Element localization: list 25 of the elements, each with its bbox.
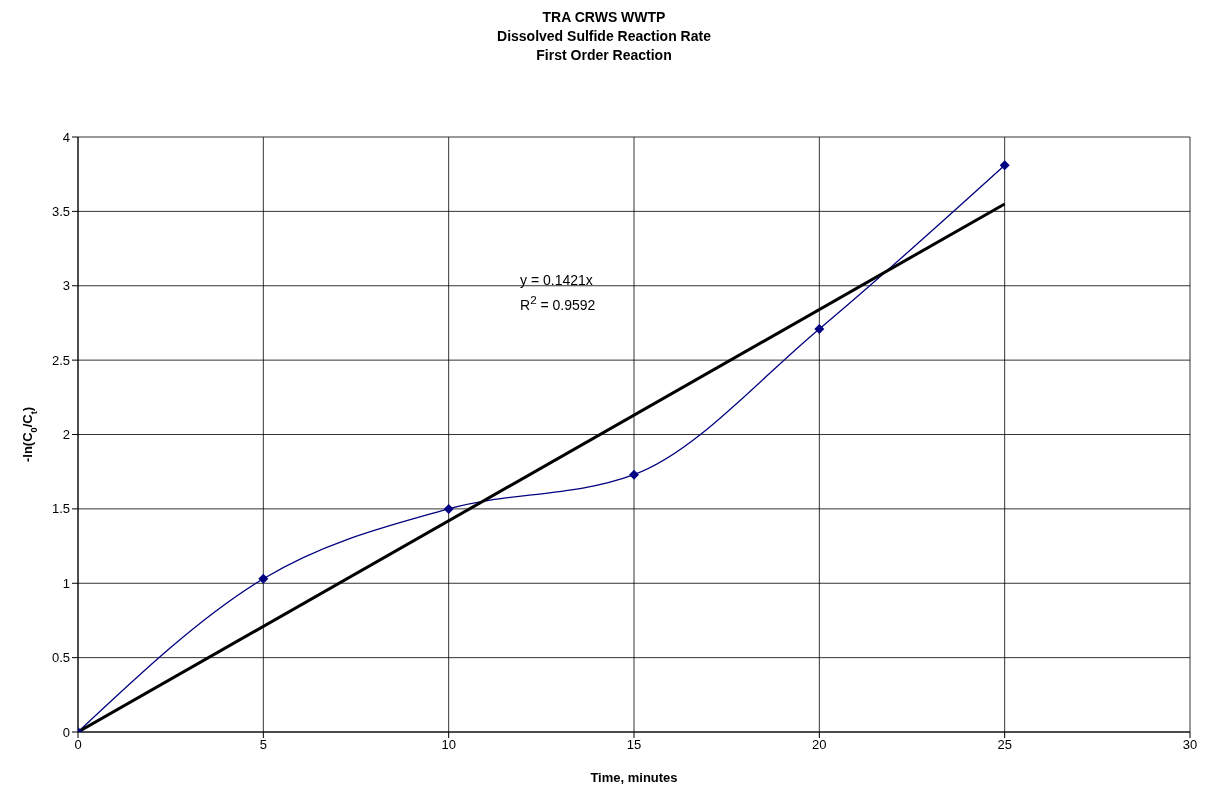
point bbox=[999, 160, 1010, 171]
annotation: y = 0.1421x bbox=[520, 271, 594, 290]
x-tick-label: 15 bbox=[626, 737, 642, 753]
x-tick-label: 0 bbox=[74, 737, 82, 753]
y-tick-label: 0 bbox=[62, 724, 70, 740]
y-tick-label: 3 bbox=[62, 278, 70, 294]
point bbox=[814, 323, 825, 334]
point bbox=[258, 573, 269, 584]
x-tick-label: 10 bbox=[441, 737, 456, 753]
point bbox=[443, 503, 454, 514]
x-tick-label: 5 bbox=[259, 737, 267, 753]
x-tick-label: 25 bbox=[997, 737, 1012, 753]
chart-title: TRA CRWS WWTP Dissolved Sulfide Reaction Rate First Order Reaction bbox=[496, 8, 712, 65]
annotation: R$^{2}$ = 0.9592 bbox=[520, 292, 596, 315]
y-tick-label: 4 bbox=[62, 129, 70, 145]
y-tick-label: 2.5 bbox=[51, 352, 70, 368]
y-tick-label: 3.5 bbox=[51, 203, 70, 219]
x-tick-label: 30 bbox=[1182, 737, 1198, 753]
x-axis-title: Time, minutes bbox=[590, 770, 678, 785]
x-tick-label: 20 bbox=[812, 737, 827, 753]
y-tick-label: 1 bbox=[62, 575, 70, 591]
y-tick-label: 0.5 bbox=[51, 650, 70, 666]
point bbox=[629, 469, 639, 480]
y-tick-label: 2 bbox=[62, 427, 70, 443]
y-tick-label: 1.5 bbox=[51, 501, 70, 517]
